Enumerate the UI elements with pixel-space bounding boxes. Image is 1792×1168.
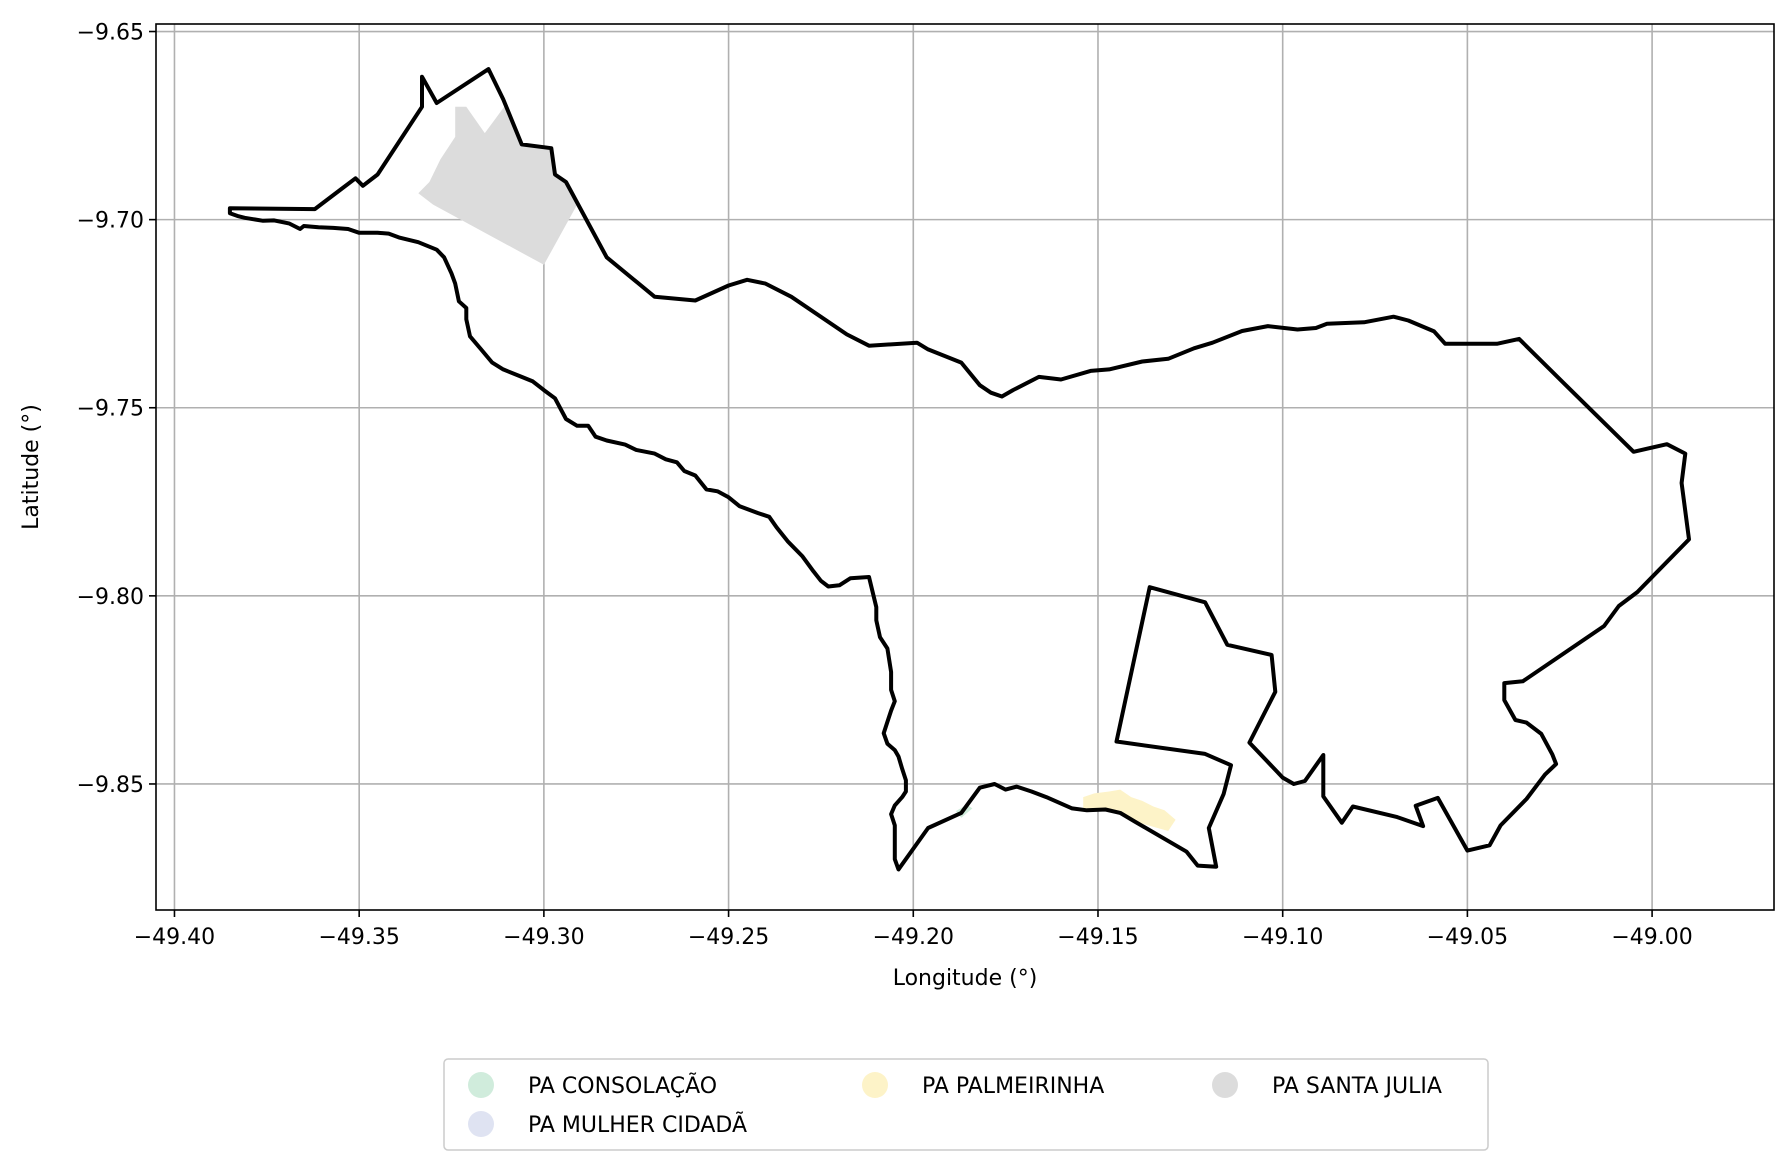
x-tick-label: −49.25 — [688, 925, 769, 950]
x-tick-label: −49.35 — [318, 925, 399, 950]
area-polygon-pa-santa-julia — [418, 103, 578, 265]
boundary-outline — [227, 67, 1691, 872]
x-tick-label: −49.15 — [1057, 925, 1138, 950]
settlement-areas — [418, 103, 1176, 831]
legend: PA CONSOLAÇÃO PA MULHER CIDADÃ PA PALMEIRI… — [443, 1058, 1489, 1151]
legend-label: PA MULHER CIDADÃ — [528, 1111, 747, 1138]
x-tick-label: −49.05 — [1427, 925, 1508, 950]
x-axis-label: Longitude (°) — [893, 966, 1038, 991]
area-polygon-pa-palmeirinha — [1083, 789, 1176, 831]
x-tick-label: −49.30 — [503, 925, 584, 950]
x-tick-label: −49.10 — [1242, 925, 1323, 950]
legend-label: PA PALMEIRINHA — [922, 1074, 1104, 1099]
municipality-boundary — [227, 67, 1691, 872]
legend-marker — [1212, 1072, 1238, 1098]
grid-lines — [156, 24, 1774, 910]
axis-ticks: −49.40 −49.35 −49.30 −49.25 −49.20 −49.15 −49.… — [77, 21, 1693, 950]
legend-marker — [468, 1111, 494, 1137]
y-tick-label: −9.65 — [77, 21, 144, 46]
x-tick-label: −49.40 — [134, 925, 215, 950]
y-axis-label: Latitude (°) — [19, 404, 44, 530]
legend-marker — [468, 1072, 494, 1098]
y-tick-label: −9.80 — [77, 585, 144, 610]
legend-label: PA CONSOLAÇÃO — [528, 1072, 717, 1099]
x-tick-label: −49.00 — [1611, 925, 1692, 950]
plot-frame — [155, 23, 1775, 911]
legend-marker — [862, 1072, 888, 1098]
x-tick-label: −49.20 — [873, 925, 954, 950]
y-tick-label: −9.75 — [77, 397, 144, 422]
y-tick-label: −9.85 — [77, 773, 144, 798]
legend-label: PA SANTA JULIA — [1272, 1074, 1442, 1099]
y-tick-label: −9.70 — [77, 209, 144, 234]
